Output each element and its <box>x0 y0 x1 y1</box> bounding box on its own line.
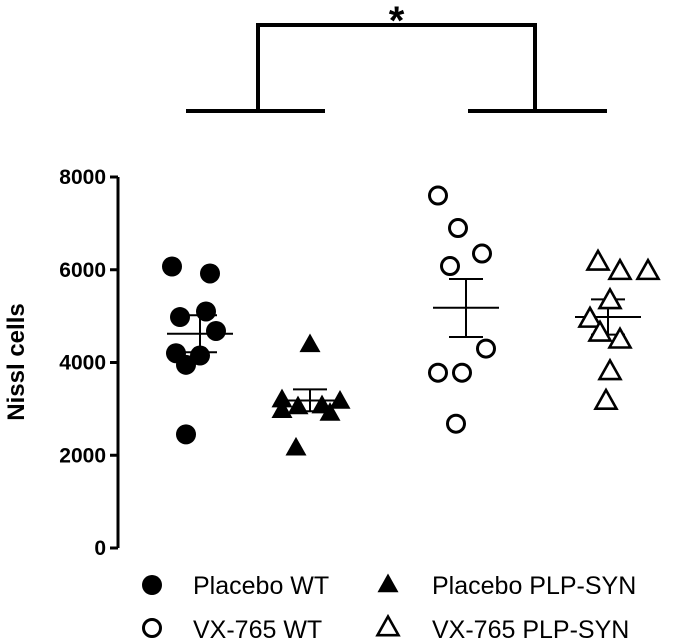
data-point <box>448 218 468 239</box>
data-point <box>176 424 196 445</box>
data-point <box>170 307 190 328</box>
legend-label: VX-765 WT <box>193 616 322 643</box>
significance-bracket: * <box>186 0 607 113</box>
legend-item: Placebo PLP-SYN <box>377 572 636 600</box>
data-point <box>196 301 216 322</box>
y-axis-title: Nissl cells <box>3 303 30 420</box>
data-point <box>285 436 307 456</box>
legend-marker <box>375 613 401 637</box>
data-point <box>271 388 293 408</box>
legend: Placebo WT Placebo PLP-SYN VX-765 WT VX-765… <box>142 572 636 643</box>
bracket-line <box>256 23 537 111</box>
data-point <box>206 320 226 341</box>
data-point <box>329 390 351 409</box>
legend-label: Placebo PLP-SYN <box>432 572 636 600</box>
series-placebo-plp-syn <box>271 333 351 456</box>
y-axis: 0 2000 4000 6000 8000 <box>59 166 120 560</box>
data-point <box>593 387 619 411</box>
data-point <box>446 413 466 434</box>
data-point <box>319 402 341 421</box>
data-point <box>162 256 182 277</box>
data-point <box>476 338 496 359</box>
data-point <box>428 362 448 383</box>
legend-item: Placebo WT <box>142 572 329 600</box>
legend-label: VX-765 PLP-SYN <box>432 616 629 643</box>
series-placebo-wt <box>162 256 233 445</box>
data-points <box>162 185 661 456</box>
y-tick-label: 6000 <box>59 259 106 282</box>
data-point <box>428 185 448 206</box>
legend-item: VX-765 WT <box>142 616 322 643</box>
data-point <box>635 257 661 281</box>
legend-marker <box>142 575 162 595</box>
data-point <box>271 399 293 418</box>
data-point <box>607 257 633 281</box>
significance-label: * <box>389 0 405 43</box>
legend-marker <box>142 618 162 638</box>
series-vx-765-plp-syn <box>575 248 661 411</box>
data-point <box>176 354 196 375</box>
data-point <box>597 286 623 310</box>
legend-marker <box>377 573 399 593</box>
data-point <box>200 263 220 284</box>
legend-label: Placebo WT <box>193 572 329 600</box>
data-point <box>440 256 460 277</box>
data-point <box>577 305 603 328</box>
data-point <box>585 248 611 271</box>
y-tick-label: 4000 <box>59 352 106 375</box>
y-tick-label: 2000 <box>59 444 106 467</box>
data-point <box>597 357 623 381</box>
legend-item: VX-765 PLP-SYN <box>375 613 629 643</box>
y-tick-label: 0 <box>94 537 106 560</box>
data-point <box>587 319 613 342</box>
data-point <box>472 243 492 264</box>
series-vx-765-wt <box>428 185 499 434</box>
data-point <box>299 333 321 353</box>
y-tick-label: 8000 <box>59 166 106 189</box>
data-point <box>287 395 309 415</box>
data-point <box>607 326 633 349</box>
data-point <box>452 362 472 383</box>
